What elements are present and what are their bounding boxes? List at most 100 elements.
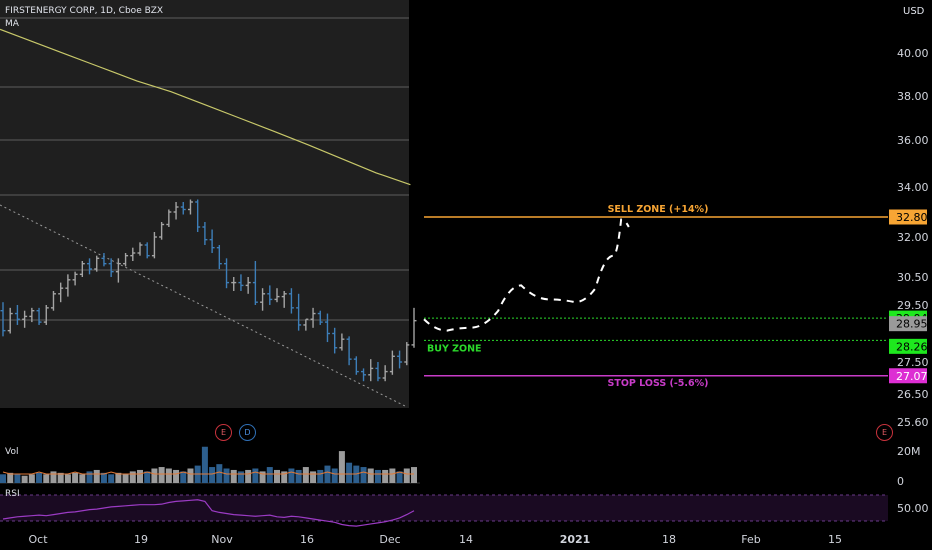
ohlc-bar bbox=[231, 277, 237, 291]
ohlc-bar bbox=[209, 229, 215, 253]
ohlc-bar bbox=[0, 302, 6, 337]
ohlc-bar bbox=[101, 253, 107, 267]
history-background bbox=[0, 0, 409, 408]
ohlc-bar bbox=[317, 310, 323, 325]
ohlc-bar bbox=[166, 209, 172, 227]
volume-bar bbox=[93, 469, 100, 483]
ohlc-bar bbox=[245, 277, 251, 294]
ohlc-bar bbox=[202, 222, 208, 245]
ohlc-bar bbox=[339, 333, 345, 351]
ohlc-bar bbox=[281, 291, 287, 308]
volume-bar bbox=[122, 474, 129, 483]
indicator-label-ma: MA bbox=[5, 19, 19, 29]
volume-bar bbox=[115, 472, 122, 483]
ohlc-bar bbox=[94, 255, 100, 272]
volume-pane-label: Vol bbox=[5, 447, 19, 457]
currency-label[interactable]: USD bbox=[903, 6, 925, 17]
volume-bar bbox=[57, 472, 64, 483]
sell-zone-label: SELL ZONE (+14%) bbox=[608, 204, 709, 215]
volume-bar bbox=[216, 464, 223, 483]
volume-bar bbox=[259, 471, 266, 483]
ohlc-bar bbox=[389, 350, 395, 375]
earnings-event-badge-right[interactable]: E bbox=[876, 424, 893, 441]
ohlc-bar bbox=[151, 232, 157, 259]
moving-average-line bbox=[0, 28, 411, 186]
price-tag-box bbox=[889, 338, 927, 354]
ohlc-bar bbox=[274, 288, 280, 303]
ohlc-bar bbox=[187, 199, 193, 215]
volume-bar bbox=[367, 468, 374, 483]
volume-bar bbox=[266, 467, 273, 483]
ohlc-bar bbox=[50, 291, 56, 311]
volume-bar bbox=[108, 474, 115, 483]
y-axis-tick-label: 25.60 bbox=[897, 416, 929, 429]
ohlc-bar bbox=[238, 274, 244, 291]
volume-bar bbox=[158, 467, 165, 483]
dividend-event-badge[interactable]: D bbox=[239, 424, 256, 441]
volume-bar bbox=[0, 474, 6, 483]
volume-bar bbox=[403, 468, 410, 483]
volume-bar bbox=[36, 472, 43, 483]
stop-loss-label: STOP LOSS (-5.6%) bbox=[608, 378, 709, 389]
y-axis-tick-label: 26.50 bbox=[897, 388, 929, 401]
volume-bar bbox=[331, 468, 338, 483]
x-axis-tick-label: Oct bbox=[28, 533, 48, 546]
ohlc-bar bbox=[130, 247, 136, 261]
ohlc-bar bbox=[72, 271, 78, 286]
price-tag-label: 32.80 bbox=[896, 211, 928, 224]
ohlc-bar bbox=[173, 202, 179, 220]
ohlc-bar bbox=[346, 336, 352, 366]
x-axis-tick-label: 18 bbox=[662, 533, 676, 546]
price-tag-label: 28.95 bbox=[896, 318, 928, 331]
volume-bar bbox=[317, 469, 324, 483]
volume-bar bbox=[43, 474, 50, 483]
ohlc-bar bbox=[43, 305, 49, 325]
volume-bar bbox=[64, 474, 71, 483]
volume-bar bbox=[50, 471, 57, 483]
volume-bar bbox=[338, 451, 345, 483]
ohlc-bar bbox=[22, 310, 28, 328]
x-axis-tick-label: Dec bbox=[379, 533, 400, 546]
ohlc-bar bbox=[411, 307, 417, 348]
volume-bar bbox=[180, 471, 187, 483]
ohlc-bar bbox=[303, 318, 309, 331]
volume-bar bbox=[302, 467, 309, 483]
ohlc-bar bbox=[180, 202, 186, 215]
x-axis-tick-label: Nov bbox=[211, 533, 233, 546]
volume-bar bbox=[86, 471, 93, 483]
volume-bar bbox=[382, 469, 389, 483]
ohlc-bar bbox=[36, 307, 42, 325]
volume-bar bbox=[79, 474, 86, 483]
volume-bar bbox=[209, 467, 216, 483]
rsi-band bbox=[0, 495, 888, 521]
volume-bar bbox=[173, 469, 180, 483]
chart-title: FIRSTENERGY CORP, 1D, Cboe BZX bbox=[5, 6, 164, 16]
volume-bar bbox=[310, 471, 317, 483]
volume-bar bbox=[129, 471, 136, 483]
volume-bar bbox=[28, 474, 35, 483]
y-axis-tick-label: 30.50 bbox=[897, 271, 929, 284]
ohlc-bar bbox=[14, 305, 20, 325]
volume-bar bbox=[346, 462, 353, 483]
volume-bar bbox=[151, 468, 158, 483]
earnings-event-badge[interactable]: E bbox=[215, 424, 232, 441]
ohlc-bar bbox=[224, 258, 230, 289]
volume-bar bbox=[144, 471, 151, 483]
volume-bar bbox=[360, 467, 367, 483]
ohlc-bar bbox=[65, 274, 71, 297]
ohlc-bar bbox=[108, 258, 114, 277]
ohlc-bar bbox=[375, 362, 381, 382]
ohlc-bar bbox=[260, 288, 266, 311]
volume-bar bbox=[165, 468, 172, 483]
rsi-tick-label: 50.00 bbox=[897, 502, 929, 515]
volume-bar bbox=[223, 468, 230, 483]
ohlc-bar bbox=[404, 342, 410, 366]
ohlc-bar bbox=[361, 368, 367, 382]
x-axis-tick-label: 16 bbox=[300, 533, 314, 546]
ohlc-bar bbox=[137, 242, 143, 256]
ohlc-bar bbox=[288, 288, 294, 314]
volume-bar bbox=[230, 469, 237, 483]
ohlc-bar bbox=[353, 356, 359, 375]
projection-path bbox=[423, 218, 630, 332]
x-axis-tick-label: 2021 bbox=[560, 533, 591, 546]
